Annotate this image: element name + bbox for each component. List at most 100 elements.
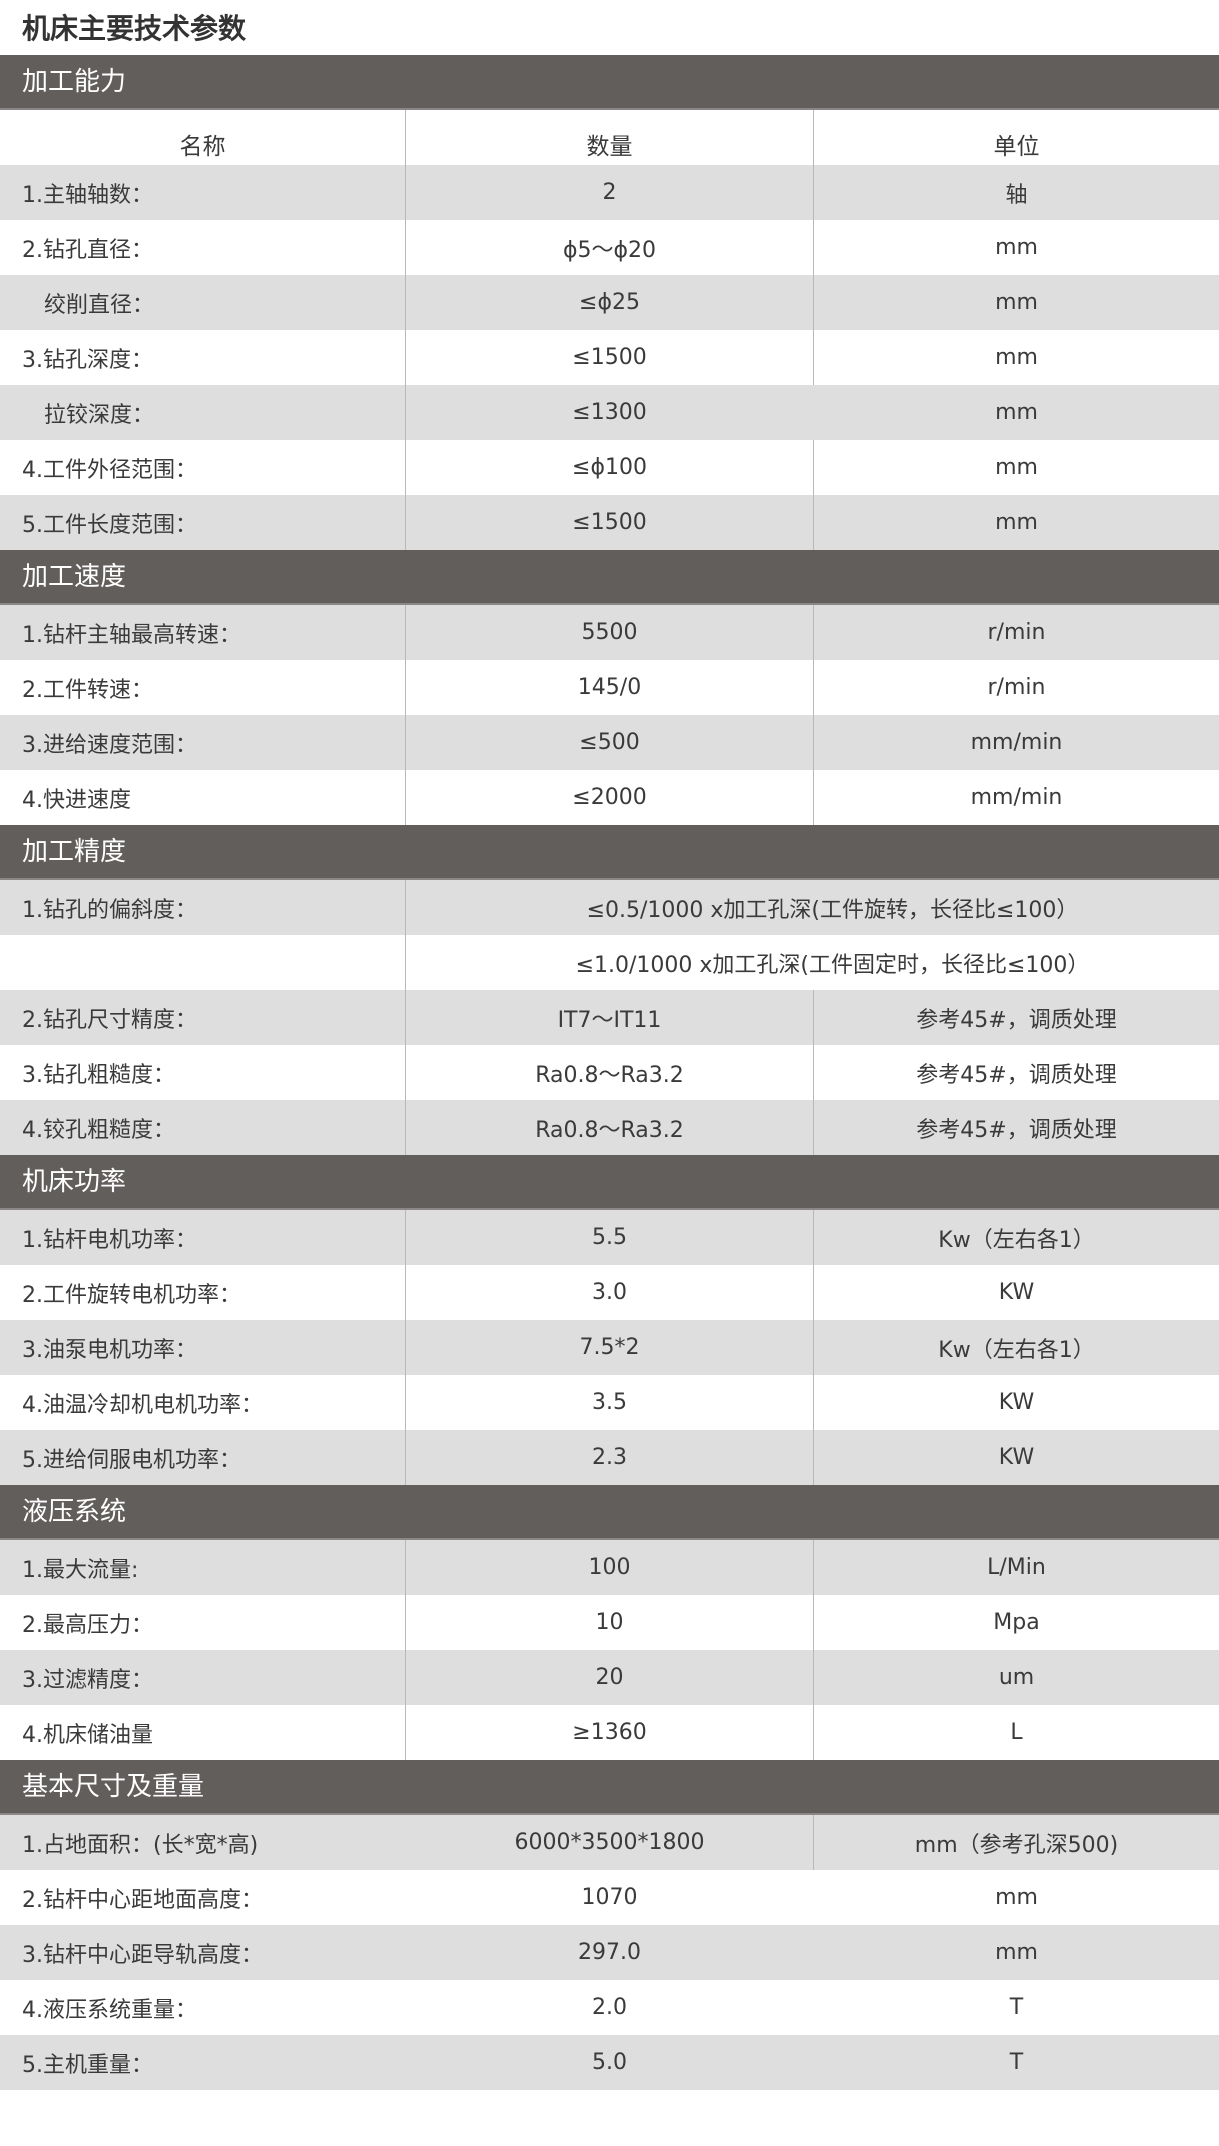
param-value: Ra0.8～Ra3.2 bbox=[406, 1045, 814, 1100]
param-name: 2.钻孔直径： bbox=[0, 220, 406, 275]
param-name: 5.主机重量： bbox=[22, 2052, 153, 2078]
param-name: 1.钻杆电机功率： bbox=[0, 1210, 406, 1265]
param-unit: L bbox=[1010, 1720, 1023, 1745]
param-name bbox=[0, 935, 406, 990]
param-name: 4.液压系统重量： bbox=[22, 1997, 197, 2023]
param-unit: mm bbox=[995, 290, 1038, 315]
param-value: ≤0.5/1000 x加工孔深(工件旋转，长径比≤100） bbox=[586, 897, 1079, 923]
table-row: 4.油温冷却机电机功率： 3.5 KW bbox=[0, 1375, 1219, 1430]
param-unit: um bbox=[998, 1665, 1035, 1690]
table-row: 拉铰深度： ≤1300 mm bbox=[0, 385, 1219, 440]
table-row: 4.机床储油量 ≥1360 L bbox=[0, 1705, 1219, 1760]
param-name: 4.油温冷却机电机功率： bbox=[0, 1375, 406, 1430]
column-header-row: 名称 数量 单位 bbox=[0, 110, 1219, 165]
param-name: 1.钻孔的偏斜度： bbox=[0, 880, 406, 935]
param-value: IT7～IT11 bbox=[406, 990, 814, 1045]
table-row: 1.主轴轴数： 2 轴 bbox=[0, 165, 1219, 220]
param-value: ≥1360 bbox=[406, 1705, 814, 1760]
param-unit: 轴 bbox=[1005, 182, 1028, 208]
param-value: 20 bbox=[406, 1650, 814, 1705]
param-value: 2 bbox=[406, 165, 814, 220]
param-name: 1.主轴轴数： bbox=[0, 165, 406, 220]
param-value: ≤ϕ25 bbox=[406, 275, 814, 330]
param-unit: 参考45#，调质处理 bbox=[916, 1007, 1117, 1033]
param-value: ≤1500 bbox=[406, 495, 814, 550]
table-row: 3.过滤精度： 20 um bbox=[0, 1650, 1219, 1705]
table-row: 2.工件旋转电机功率： 3.0 KW bbox=[0, 1265, 1219, 1320]
param-unit: mm bbox=[995, 1885, 1038, 1910]
section-header: 加工能力 bbox=[0, 55, 1219, 110]
param-name: 4.快进速度 bbox=[0, 770, 406, 825]
param-value: 5.5 bbox=[406, 1210, 814, 1265]
param-name: 5.工件长度范围： bbox=[0, 495, 406, 550]
param-name: 2.钻杆中心距地面高度： bbox=[22, 1887, 263, 1913]
param-value: ≤1.0/1000 x加工孔深(工件固定时，长径比≤100） bbox=[575, 952, 1090, 978]
table-row: 2.钻孔直径： ϕ5～ϕ20 mm bbox=[0, 220, 1219, 275]
param-unit: Mpa bbox=[993, 1610, 1040, 1635]
param-unit: Kw（左右各1） bbox=[938, 1337, 1095, 1363]
table-row: 2.钻孔尺寸精度： IT7～IT11 参考45#，调质处理 bbox=[0, 990, 1219, 1045]
table-row: 1.钻孔的偏斜度： ≤0.5/1000 x加工孔深(工件旋转，长径比≤100） bbox=[0, 880, 1219, 935]
table-row: 1.占地面积：(长*宽*高) 6000*3500*1800 mm（参考孔深500) bbox=[0, 1815, 1219, 1870]
param-value: 2.3 bbox=[406, 1430, 814, 1485]
param-value: 3.0 bbox=[406, 1265, 814, 1320]
param-name: 1.占地面积：(长*宽*高) bbox=[22, 1832, 259, 1858]
param-value: ϕ5～ϕ20 bbox=[406, 220, 814, 275]
param-name: 5.进给伺服电机功率： bbox=[0, 1430, 406, 1485]
table-row: 1.钻杆电机功率： 5.5 Kw（左右各1） bbox=[0, 1210, 1219, 1265]
param-name: 2.工件转速： bbox=[0, 660, 406, 715]
param-value: 100 bbox=[406, 1540, 814, 1595]
param-unit: r/min bbox=[987, 620, 1046, 645]
section-header: 基本尺寸及重量 bbox=[0, 1760, 1219, 1815]
param-name: 4.工件外径范围： bbox=[0, 440, 406, 495]
column-header-name: 名称 bbox=[0, 110, 406, 165]
param-name: 1.钻杆主轴最高转速： bbox=[0, 605, 406, 660]
param-unit: mm bbox=[995, 345, 1038, 370]
param-unit: 参考45#，调质处理 bbox=[916, 1062, 1117, 1088]
param-name: 3.钻孔粗糙度： bbox=[0, 1045, 406, 1100]
table-row: 3.钻孔粗糙度： Ra0.8～Ra3.2 参考45#，调质处理 bbox=[0, 1045, 1219, 1100]
table-row: 4.快进速度 ≤2000 mm/min bbox=[0, 770, 1219, 825]
param-value: Ra0.8～Ra3.2 bbox=[406, 1100, 814, 1155]
param-value: ≤1500 bbox=[406, 330, 814, 385]
param-name: 3.油泵电机功率： bbox=[0, 1320, 406, 1375]
param-unit: KW bbox=[998, 1280, 1035, 1305]
table-row: 3.钻杆中心距导轨高度： 297.0 mm bbox=[0, 1925, 1219, 1980]
param-unit: mm/min bbox=[970, 785, 1063, 810]
table-row: 5.工件长度范围： ≤1500 mm bbox=[0, 495, 1219, 550]
param-unit: Kw（左右各1） bbox=[938, 1227, 1095, 1253]
table-row: 5.进给伺服电机功率： 2.3 KW bbox=[0, 1430, 1219, 1485]
section-header: 机床功率 bbox=[0, 1155, 1219, 1210]
table-row: 3.油泵电机功率： 7.5*2 Kw（左右各1） bbox=[0, 1320, 1219, 1375]
param-value: ≤500 bbox=[406, 715, 814, 770]
param-name: 2.最高压力： bbox=[0, 1595, 406, 1650]
table-row: 3.钻孔深度： ≤1500 mm bbox=[0, 330, 1219, 385]
param-unit: mm bbox=[995, 235, 1038, 260]
param-value: 10 bbox=[406, 1595, 814, 1650]
table-row: 4.工件外径范围： ≤ϕ100 mm bbox=[0, 440, 1219, 495]
param-value: 5500 bbox=[406, 605, 814, 660]
table-row: ≤1.0/1000 x加工孔深(工件固定时，长径比≤100） bbox=[0, 935, 1219, 990]
table-row: 3.进给速度范围： ≤500 mm/min bbox=[0, 715, 1219, 770]
param-unit: T bbox=[1009, 2050, 1024, 2075]
table-row: 1.最大流量: 100 L/Min bbox=[0, 1540, 1219, 1595]
param-value: 145/0 bbox=[406, 660, 814, 715]
param-name: 绞削直径： bbox=[0, 275, 406, 330]
param-name: 1.最大流量: bbox=[0, 1540, 406, 1595]
param-unit: L/Min bbox=[987, 1555, 1046, 1580]
param-unit: mm（参考孔深500) bbox=[914, 1832, 1119, 1858]
section-header: 加工速度 bbox=[0, 550, 1219, 605]
param-name: 3.进给速度范围： bbox=[0, 715, 406, 770]
param-unit: mm bbox=[995, 455, 1038, 480]
param-unit: KW bbox=[998, 1390, 1035, 1415]
table-row: 2.工件转速： 145/0 r/min bbox=[0, 660, 1219, 715]
table-row: 2.最高压力： 10 Mpa bbox=[0, 1595, 1219, 1650]
param-value: 5.0 bbox=[592, 2050, 627, 2075]
param-name: 3.钻孔深度： bbox=[0, 330, 406, 385]
param-value: 7.5*2 bbox=[406, 1320, 814, 1375]
param-name: 3.过滤精度： bbox=[0, 1650, 406, 1705]
param-unit: mm bbox=[995, 400, 1038, 425]
table-row: 2.钻杆中心距地面高度： 1070 mm bbox=[0, 1870, 1219, 1925]
param-name: 拉铰深度： bbox=[0, 385, 406, 440]
param-unit: KW bbox=[998, 1445, 1035, 1470]
